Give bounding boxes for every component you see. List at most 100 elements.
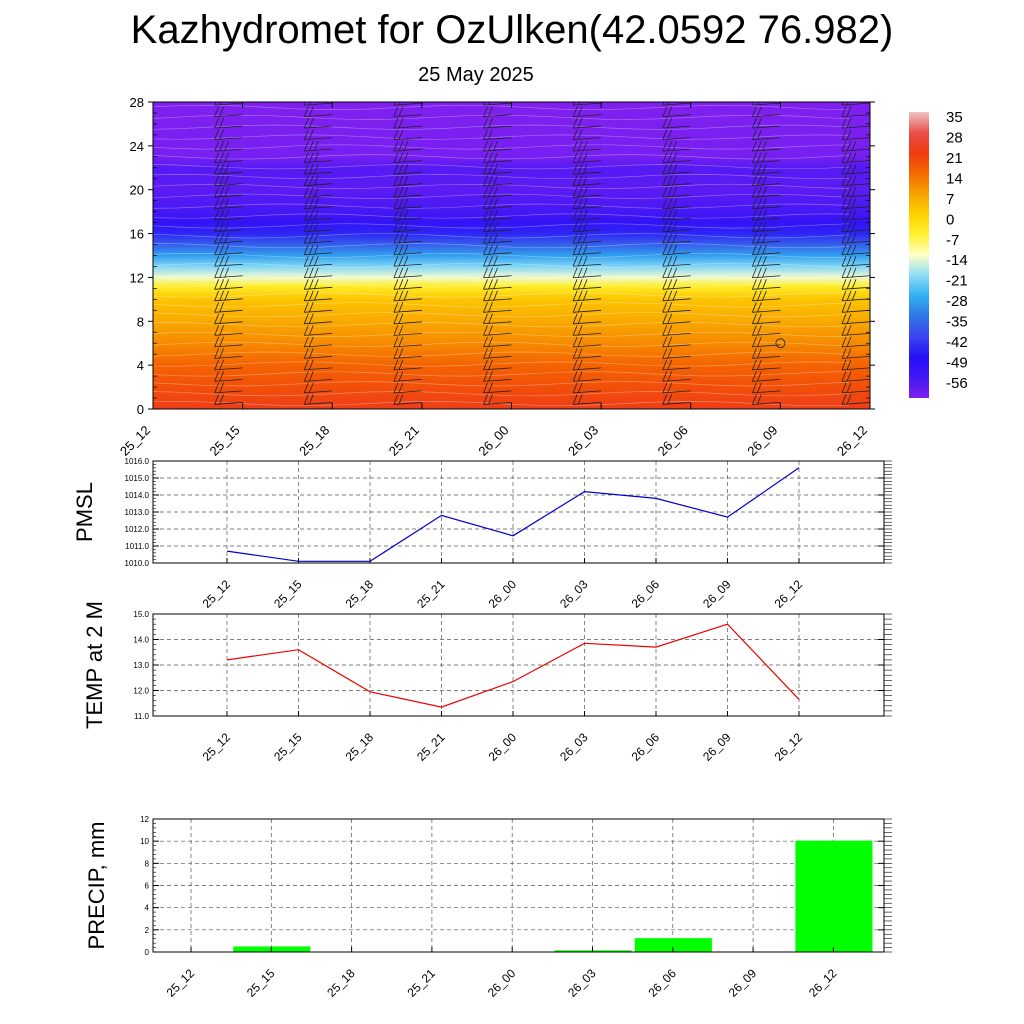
wind-barb-flag <box>393 106 399 117</box>
wind-barb-shaft <box>304 298 333 302</box>
wind-barb-flag <box>313 256 319 267</box>
wind-barb <box>303 129 333 141</box>
wind-barb-shaft <box>483 390 512 394</box>
wind-barb-flag <box>214 336 219 348</box>
wind-barb-flag <box>757 359 762 371</box>
wind-barb-flag <box>488 233 493 244</box>
wind-barb-shaft <box>304 263 333 267</box>
wind-barb-flag <box>846 187 852 198</box>
panel-precip-x-tick-label: 26_12 <box>806 966 840 1000</box>
panel-precip-y-tick-label: 8 <box>145 859 150 868</box>
wind-barb-flag <box>214 290 219 301</box>
wind-barb-shaft <box>483 183 512 187</box>
wind-barb <box>483 140 512 152</box>
panel-pmsl-x-tick-label: 26_00 <box>486 577 520 611</box>
wind-barb <box>752 106 781 118</box>
wind-barb-flag <box>577 221 583 232</box>
wind-barb-flag <box>757 117 762 129</box>
wind-barb-flag <box>667 244 673 255</box>
wind-barb-flag <box>398 102 401 106</box>
wind-barb <box>483 129 512 141</box>
heatmap-x-tick-label: 26_09 <box>744 423 780 459</box>
panel-temp-x-tick-label: 26_06 <box>629 730 663 764</box>
wind-barb-flag <box>488 359 493 371</box>
wind-barb-flag <box>851 164 857 175</box>
wind-barb-flag <box>303 221 309 232</box>
wind-barb-flag <box>224 164 229 175</box>
wind-barb-shaft <box>214 217 243 221</box>
wind-barb <box>483 256 512 267</box>
wind-barb-flag <box>841 371 847 382</box>
wind-barb-flag <box>308 175 314 186</box>
wind-barb-flag <box>851 290 857 301</box>
wind-barb-flag <box>398 244 404 255</box>
wind-barb <box>393 221 422 233</box>
wind-barb <box>841 117 870 129</box>
wind-barb <box>214 221 243 233</box>
wind-barb-flag <box>313 187 319 198</box>
wind-barb-flag <box>125 360 129 370</box>
wind-barb-flag <box>308 313 314 324</box>
wind-barb-flag <box>488 256 493 267</box>
panel-temp-y-tick-label: 14.0 <box>133 636 149 645</box>
wind-barb-flag <box>125 153 129 163</box>
wind-barb-flag <box>672 187 678 198</box>
wind-barb-flag <box>577 290 583 301</box>
wind-barb <box>752 210 781 221</box>
colorbar-label: -7 <box>946 232 959 249</box>
wind-barb-shaft <box>153 390 154 392</box>
wind-barb-flag <box>846 164 852 175</box>
wind-barb-flag <box>846 117 852 129</box>
wind-barb-flag <box>303 106 309 117</box>
heatmap-contour-line <box>153 371 850 377</box>
wind-barb-flag <box>577 106 583 117</box>
wind-barb-flag <box>214 359 219 371</box>
wind-barb-flag <box>308 129 314 140</box>
wind-barb-flag <box>398 348 404 359</box>
wind-barb-flag <box>841 106 847 117</box>
wind-barb-flag <box>393 152 399 163</box>
wind-barb-shaft <box>841 309 870 313</box>
wind-barb-flag <box>662 302 668 313</box>
wind-barb-flag <box>303 129 309 140</box>
heatmap-x-tick-label: 26_06 <box>655 423 691 459</box>
wind-barb <box>572 102 602 106</box>
wind-barb-flag <box>752 187 757 198</box>
wind-barb-flag <box>483 267 488 278</box>
wind-barb <box>662 102 691 106</box>
wind-barb <box>214 117 243 129</box>
wind-barb-flag <box>846 175 852 186</box>
wind-barb-shaft <box>752 102 781 106</box>
wind-barb-shaft <box>752 183 781 187</box>
wind-barb-flag <box>672 175 678 186</box>
wind-barb <box>303 106 333 118</box>
wind-barb <box>393 106 422 118</box>
wind-barb-flag <box>572 348 578 359</box>
wind-barb-flag <box>393 129 399 140</box>
wind-barb-flag <box>393 348 399 359</box>
wind-barb-flag <box>313 221 319 232</box>
wind-barb-flag <box>667 313 673 324</box>
wind-barb-flag <box>125 187 129 197</box>
wind-barb-flag <box>483 102 486 106</box>
wind-barb-shaft <box>304 402 333 405</box>
wind-barb-flag <box>493 187 498 198</box>
wind-barb-flag <box>219 175 224 186</box>
wind-barb-shaft <box>841 217 870 221</box>
wind-barb-flag <box>219 221 224 232</box>
panel-precip-y-tick-label: 12 <box>140 815 149 824</box>
wind-barb-flag <box>125 325 129 335</box>
panel-temp-x-tick-label: 25_18 <box>343 730 377 764</box>
wind-barb <box>572 198 602 210</box>
wind-barb-flag <box>219 210 224 221</box>
wind-barb <box>214 106 243 118</box>
wind-barb-shaft <box>573 321 602 325</box>
wind-barb-shaft <box>752 390 781 394</box>
wind-barb-shaft <box>841 252 870 256</box>
wind-barb-flag <box>662 117 668 129</box>
wind-barb-shaft <box>393 321 422 325</box>
wind-barb-shaft <box>214 240 243 244</box>
wind-barb-flag <box>130 302 134 312</box>
wind-barb-flag <box>308 279 314 290</box>
wind-barb-shaft <box>483 137 512 141</box>
